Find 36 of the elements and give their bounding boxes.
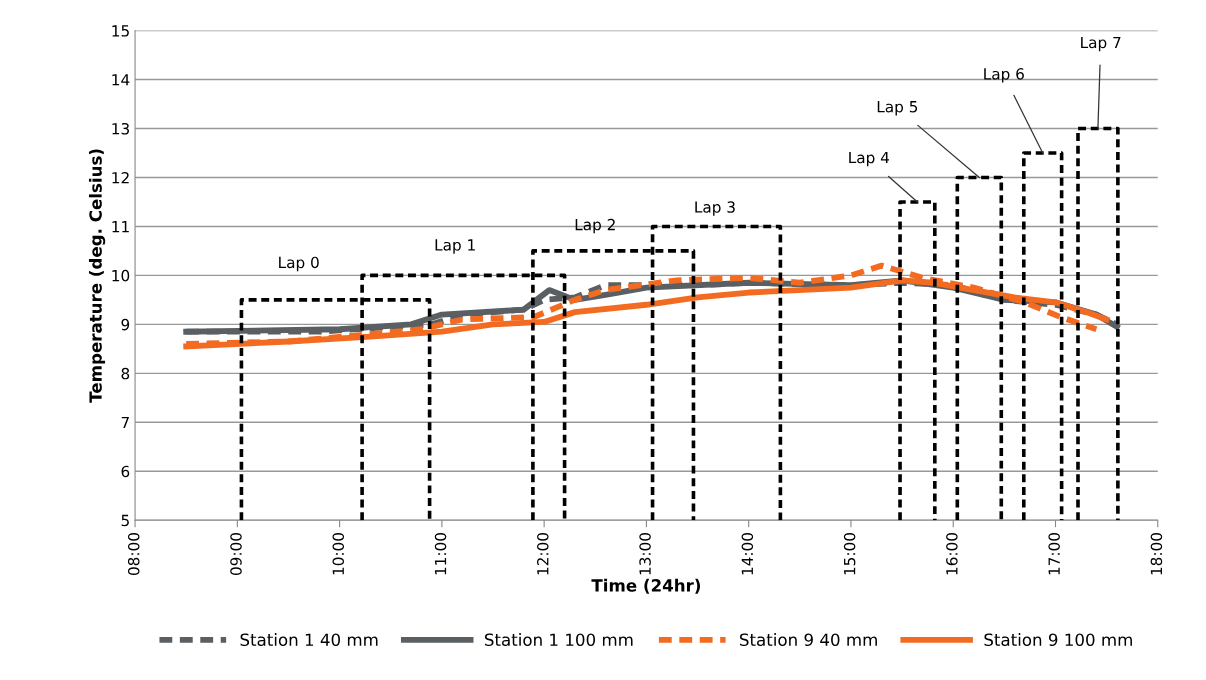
x-axis-title: Time (24hr) <box>591 578 701 594</box>
x-tick-label: 14:00 <box>741 533 754 575</box>
legend-label: Station 9 100 mm <box>984 633 1132 647</box>
x-tick-label: 08:00 <box>127 533 140 576</box>
y-tick-label: 11 <box>112 221 129 233</box>
y-tick-label: 14 <box>112 74 130 86</box>
annotation: Lap 6 <box>984 68 1024 83</box>
x-tick-label: 13:00 <box>639 533 651 575</box>
annotation: Lap 0 <box>279 256 319 272</box>
x-tick-label: 18:00 <box>1150 533 1163 575</box>
y-tick-label: 6 <box>121 465 130 478</box>
y-tick-label: 8 <box>121 367 130 380</box>
legend-label: Station 1 100 mm <box>484 633 633 647</box>
x-tick-label: 10:00 <box>332 533 345 575</box>
annotation: Lap 2 <box>575 218 615 234</box>
y-tick-label: 13 <box>112 122 129 135</box>
x-tick-label: 11:00 <box>434 533 447 575</box>
y-tick-label: 12 <box>112 171 129 184</box>
y-tick-label: 15 <box>112 25 129 37</box>
annotation: Lap 7 <box>1081 36 1121 52</box>
annotation: Lap 3 <box>695 201 735 216</box>
y-axis-title: Temperature (deg. Celsius) <box>88 149 106 403</box>
x-tick-label: 09:00 <box>230 533 242 576</box>
y-tick-label: 7 <box>121 416 129 429</box>
x-tick-label: 16:00 <box>946 533 958 575</box>
y-tick-label: 5 <box>121 514 129 527</box>
x-tick-label: 17:00 <box>1048 533 1060 575</box>
x-tick-label: 12:00 <box>537 533 549 575</box>
legend-label: Station 9 40 mm <box>740 633 877 647</box>
x-tick-label: 15:00 <box>843 533 856 575</box>
y-tick-label: 10 <box>112 269 130 282</box>
legend-label: Station 1 40 mm <box>240 633 378 647</box>
annotation: Lap 5 <box>877 101 918 116</box>
annotation: Lap 1 <box>435 239 475 254</box>
y-tick-label: 9 <box>121 318 130 331</box>
annotation: Lap 4 <box>849 151 890 167</box>
